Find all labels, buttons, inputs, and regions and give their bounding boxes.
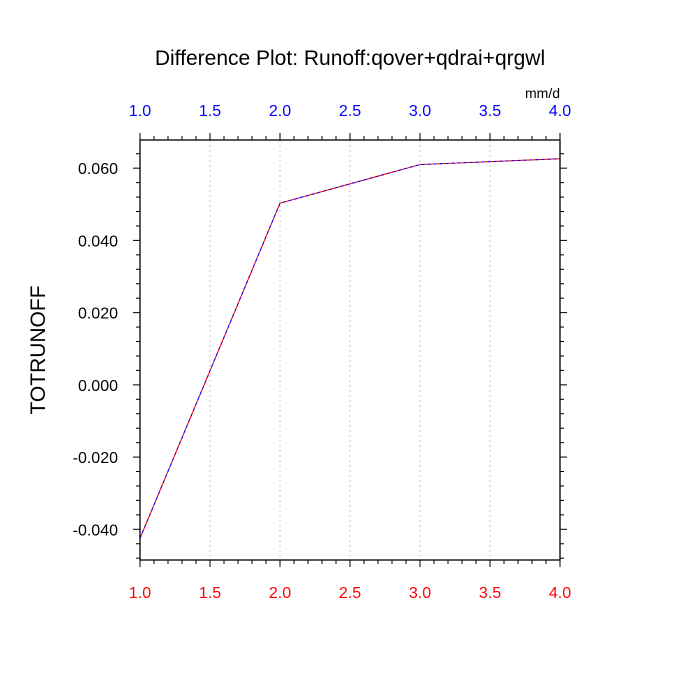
x-tick-label-bottom: 2.5	[339, 585, 361, 602]
gridlines	[209, 140, 491, 560]
x-tick-label-top: 2.5	[339, 103, 361, 120]
x-tick-label-top: 1.5	[199, 103, 221, 120]
x-tick-label-top: 1.0	[129, 103, 151, 120]
y-tick-label: -0.040	[73, 522, 118, 539]
plot-frame	[139, 139, 561, 561]
x-tick-label-bottom: 3.0	[409, 585, 431, 602]
series-lines	[139, 158, 561, 539]
x-tick-label-top: 4.0	[549, 103, 571, 120]
y-tick-label: 0.040	[78, 233, 118, 250]
y-axis-label: TOTRUNOFF	[27, 285, 50, 414]
axis-tick-labels: 1.0 1.5 2.0 2.5 3.0 3.5 4.0 1.0 1.5 2.0 2.5 3.0 3.5 4…	[73, 103, 572, 602]
x-tick-label-bottom: 2.0	[269, 585, 291, 602]
x-tick-label-top: 2.0	[269, 103, 291, 120]
x-tick-label-top: 3.5	[479, 103, 501, 120]
y-tick-label: 0.000	[78, 378, 118, 395]
axis-ticks	[133, 133, 567, 567]
series-line-2	[139, 158, 561, 539]
chart-title: Difference Plot: Runoff:qover+qdrai+qrgw…	[155, 47, 545, 70]
y-tick-label: 0.060	[78, 161, 118, 178]
x-tick-label-top: 3.0	[409, 103, 431, 120]
x-tick-label-bottom: 4.0	[549, 585, 571, 602]
y-tick-label: -0.020	[73, 450, 118, 467]
x-tick-label-bottom: 1.5	[199, 585, 221, 602]
units-label: mm/d	[525, 85, 560, 101]
y-tick-label: 0.020	[78, 306, 118, 323]
x-tick-label-bottom: 3.5	[479, 585, 501, 602]
x-tick-label-bottom: 1.0	[129, 585, 151, 602]
